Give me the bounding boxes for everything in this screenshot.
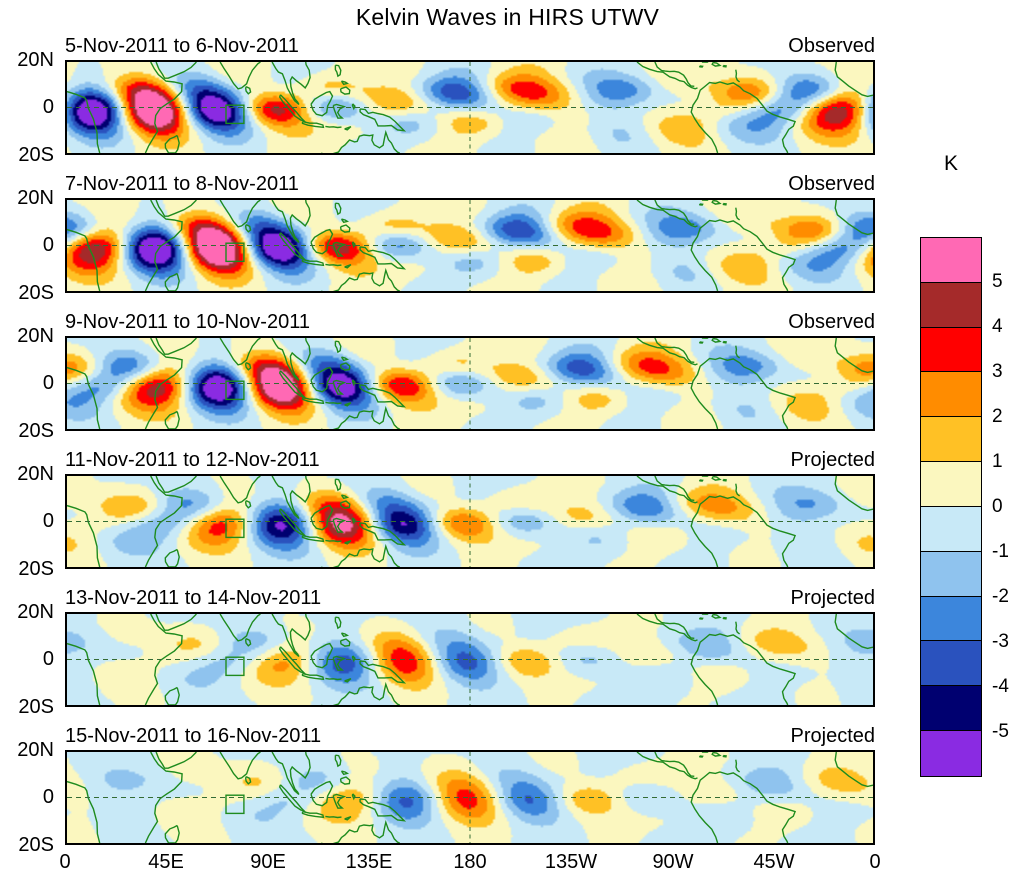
- colorbar: [920, 237, 982, 777]
- y-tick-20n: 20N: [17, 739, 54, 761]
- panel-date-range: 9-Nov-2011 to 10-Nov-2011: [65, 311, 310, 333]
- colorbar-cell: [921, 462, 981, 507]
- x-axis: 0 45E 90E 135E 180 135W 90W 45W 0: [0, 851, 1015, 877]
- colorbar-cell: [921, 417, 981, 463]
- y-tick-20s: 20S: [18, 696, 54, 718]
- map-area: [65, 750, 875, 845]
- x-tick-135w: 135W: [544, 851, 598, 873]
- x-tick-90w: 90W: [652, 851, 694, 873]
- y-tick-20s: 20S: [18, 144, 54, 166]
- x-tick-180: 180: [453, 851, 487, 873]
- panel-date-range: 11-Nov-2011 to 12-Nov-2011: [65, 449, 320, 471]
- colorbar-cell: [921, 551, 981, 597]
- colorbar-cell: [921, 731, 981, 776]
- panel-source-label: Projected: [790, 725, 876, 747]
- map-panel-2: 7-Nov-2011 to 8-Nov-2011 Observed 20N 0 …: [0, 172, 1015, 304]
- y-tick-20s: 20S: [18, 834, 54, 856]
- colorbar-tick-label: -1: [992, 541, 1009, 562]
- figure-title: Kelvin Waves in HIRS UTWV: [355, 4, 660, 30]
- y-tick-20n: 20N: [17, 325, 54, 347]
- colorbar-tick-label: 4: [992, 316, 1003, 337]
- panel-date-range: 5-Nov-2011 to 6-Nov-2011: [65, 35, 299, 57]
- y-tick-0: 0: [42, 96, 54, 118]
- y-tick-0: 0: [42, 372, 54, 394]
- x-tick-0w: 0: [869, 851, 881, 873]
- colorbar-cell: [921, 327, 981, 373]
- x-tick-135e: 135E: [345, 851, 393, 873]
- panel-date-range: 7-Nov-2011 to 8-Nov-2011: [65, 173, 299, 195]
- x-tick-45w: 45W: [753, 851, 795, 873]
- y-tick-20n: 20N: [17, 187, 54, 209]
- panel-header: 15-Nov-2011 to 16-Nov-2011 Projected: [65, 724, 875, 748]
- map-area: [65, 60, 875, 155]
- y-tick-0: 0: [42, 234, 54, 256]
- coastlines-overlay: [67, 200, 873, 291]
- panel-source-label: Observed: [788, 35, 875, 57]
- panel-header: 5-Nov-2011 to 6-Nov-2011 Observed: [65, 34, 875, 58]
- panel-source-label: Observed: [788, 173, 875, 195]
- coastlines-overlay: [67, 62, 873, 153]
- panel-date-range: 15-Nov-2011 to 16-Nov-2011: [65, 725, 322, 747]
- map-area: [65, 198, 875, 293]
- coastlines-overlay: [67, 752, 873, 843]
- colorbar-tick-label: -5: [992, 721, 1009, 742]
- y-tick-20n: 20N: [17, 601, 54, 623]
- colorbar-tick-label: -4: [992, 676, 1009, 697]
- colorbar-cell: [921, 596, 981, 642]
- map-panel-6: 15-Nov-2011 to 16-Nov-2011 Projected 20N…: [0, 724, 1015, 856]
- map-panel-5: 13-Nov-2011 to 14-Nov-2011 Projected 20N…: [0, 586, 1015, 718]
- map-area: [65, 474, 875, 569]
- coastlines-overlay: [67, 614, 873, 705]
- colorbar-cell: [921, 641, 981, 687]
- y-tick-20n: 20N: [17, 49, 54, 71]
- map-panel-4: 11-Nov-2011 to 12-Nov-2011 Projected 20N…: [0, 448, 1015, 580]
- y-tick-20s: 20S: [18, 282, 54, 304]
- y-tick-20n: 20N: [17, 463, 54, 485]
- map-panel-1: 5-Nov-2011 to 6-Nov-2011 Observed 20N 0 …: [0, 34, 1015, 166]
- y-tick-20s: 20S: [18, 420, 54, 442]
- colorbar-unit-label: K: [943, 152, 958, 175]
- colorbar-cell: [921, 372, 981, 418]
- x-tick-0e: 0: [59, 851, 71, 873]
- colorbar-tick-label: -3: [992, 631, 1009, 652]
- panel-source-label: Projected: [790, 449, 876, 471]
- map-area: [65, 336, 875, 431]
- panel-source-label: Projected: [790, 587, 876, 609]
- colorbar-tick-label: -2: [992, 586, 1009, 607]
- x-tick-45e: 45E: [148, 851, 184, 873]
- y-tick-0: 0: [42, 786, 54, 808]
- colorbar-tick-label: 3: [992, 361, 1003, 382]
- panel-header: 11-Nov-2011 to 12-Nov-2011 Projected: [65, 448, 875, 472]
- colorbar-cell: [921, 282, 981, 328]
- map-area: [65, 612, 875, 707]
- colorbar-cell: [921, 506, 981, 552]
- panel-header: 13-Nov-2011 to 14-Nov-2011 Projected: [65, 586, 875, 610]
- colorbar-tick-label: 0: [992, 496, 1003, 517]
- map-panel-3: 9-Nov-2011 to 10-Nov-2011 Observed 20N 0…: [0, 310, 1015, 442]
- coastlines-overlay: [67, 338, 873, 429]
- colorbar-tick-label: 5: [992, 271, 1003, 292]
- colorbar-cell: [921, 238, 981, 283]
- colorbar-tick-label: 2: [992, 406, 1003, 427]
- y-tick-0: 0: [42, 510, 54, 532]
- y-tick-20s: 20S: [18, 558, 54, 580]
- colorbar-cell: [921, 686, 981, 732]
- y-tick-0: 0: [42, 648, 54, 670]
- panel-source-label: Observed: [788, 311, 875, 333]
- panel-date-range: 13-Nov-2011 to 14-Nov-2011: [65, 587, 322, 609]
- coastlines-overlay: [67, 476, 873, 567]
- panel-header: 9-Nov-2011 to 10-Nov-2011 Observed: [65, 310, 875, 334]
- x-tick-90e: 90E: [250, 851, 286, 873]
- colorbar-tick-label: 1: [992, 451, 1003, 472]
- panel-header: 7-Nov-2011 to 8-Nov-2011 Observed: [65, 172, 875, 196]
